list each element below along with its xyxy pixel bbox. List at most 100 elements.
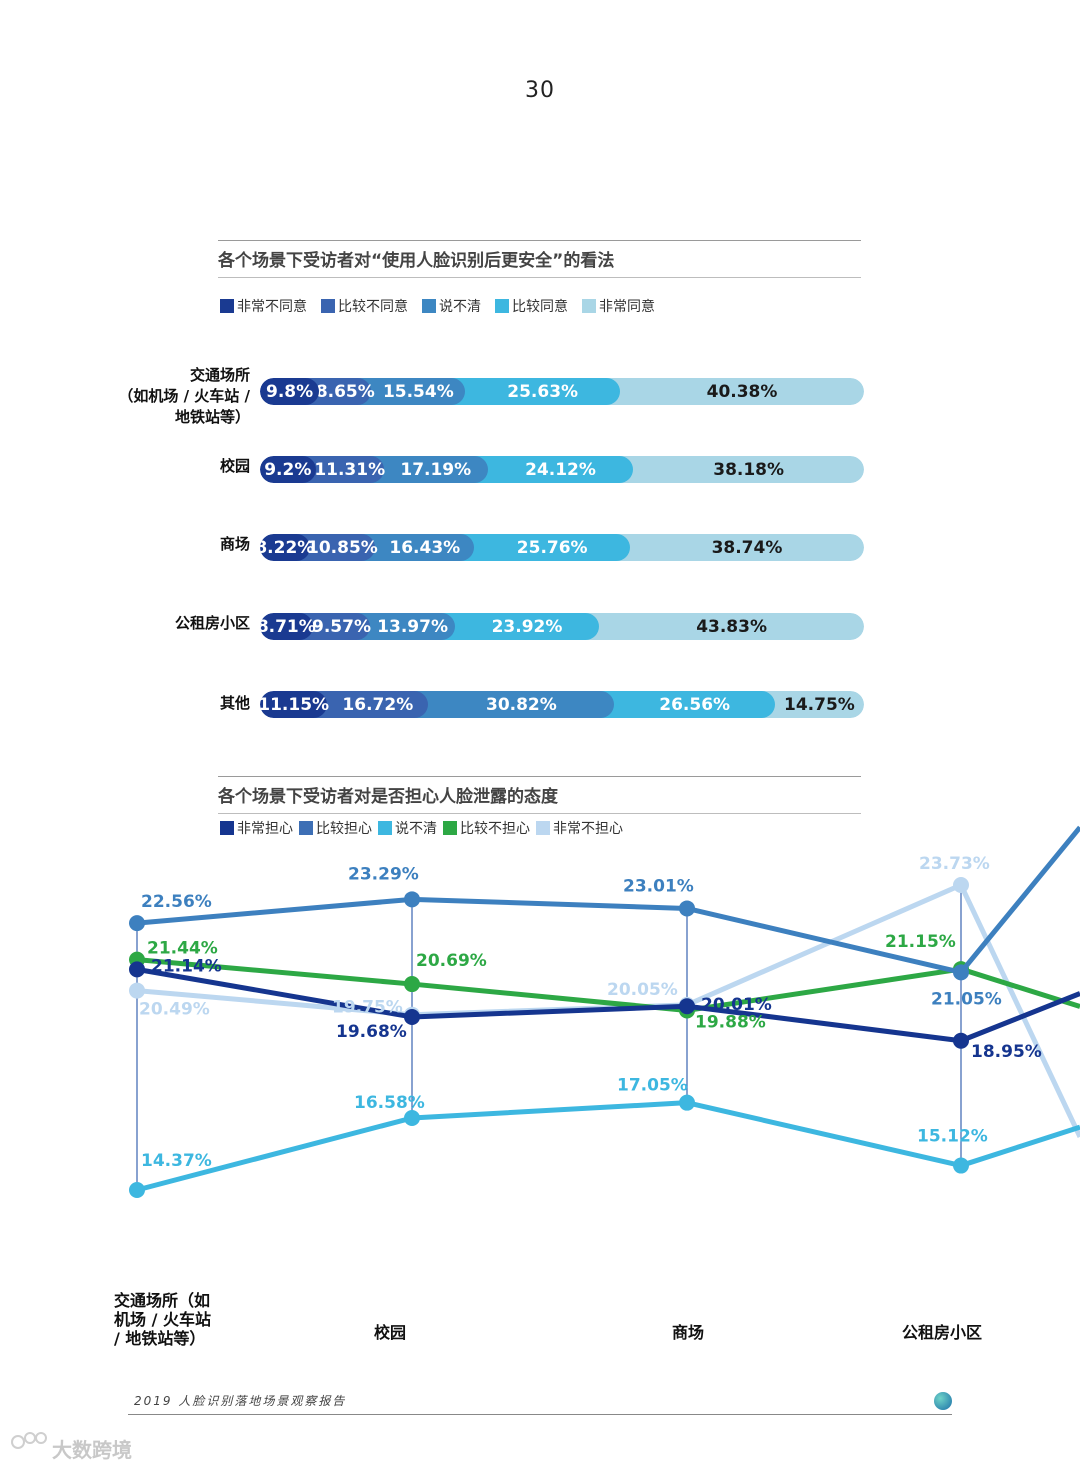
page-number: 30 [525,78,555,103]
data-point [953,877,969,893]
chart2-title: 各个场景下受访者对是否担心人脸泄露的态度 [218,776,861,814]
legend-label: 比较同意 [512,299,568,315]
bar-value-label: 13.97% [377,616,448,637]
bar-segment: 8.22% [260,534,314,561]
series-line [136,825,1080,975]
point-value-label: 19.68% [336,1022,407,1042]
point-value-label: 23.73% [919,854,990,874]
legend-label: 比较担心 [316,821,372,837]
legend-swatch [220,299,234,313]
data-point [953,1032,969,1049]
bar-segment: 9.8% [260,378,320,405]
legend-swatch [582,299,596,313]
legend-item: 说不清 [378,818,437,838]
legend-swatch [536,821,550,835]
series-line [136,882,1080,1138]
point-value-label: 18.95% [971,1042,1042,1062]
legend-label: 说不清 [439,299,481,315]
bar-segment: 13.97% [356,613,455,640]
data-point [404,1008,420,1025]
legend-swatch [495,299,509,313]
watermark-logo-icon [11,1432,47,1449]
bar-category-label: 商场 [219,535,250,553]
bar-value-label: 43.83% [696,616,767,637]
bar-segment: 24.12% [473,456,634,483]
bar-segment: 40.38% [606,378,864,405]
legend-label: 说不清 [395,821,437,837]
legend-item: 非常担心 [220,818,293,838]
point-value-label: 21.15% [885,932,956,952]
x-axis-category-label: 公租房小区 [902,1323,983,1342]
legend-item: 说不清 [422,296,481,316]
data-point [129,982,145,999]
bar-segment: 25.76% [460,534,630,561]
stacked-bar: 8.22% 10.85% 16.43% 25.76% 38.74% [260,534,864,561]
bar-value-label: 25.63% [507,381,579,402]
bar-value-label: 38.18% [713,459,785,480]
legend-label: 比较不同意 [338,299,408,315]
data-point [129,961,145,978]
point-value-label: 23.01% [623,876,694,896]
stacked-bar: 11.15% 16.72% 30.82% 26.56% 14.75% [260,691,864,718]
bar-category-label: 交通场所 （如机场 / 火车站 / 地铁站等） [118,366,250,426]
x-axis-category-label: 商场 [672,1323,705,1342]
point-value-label: 14.37% [141,1151,212,1171]
data-point [404,891,420,908]
bar-value-label: 38.74% [711,537,783,558]
bar-value-label: 26.56% [659,694,731,715]
series-line [136,1100,1080,1193]
bar-segment: 25.63% [451,378,621,405]
point-value-label: 22.56% [141,892,212,912]
bar-value-label: 9.2% [264,459,312,480]
chart1-legend: 非常不同意 比较不同意 说不清 比较同意 非常同意 [220,296,669,316]
data-point [679,900,695,917]
legend-item: 比较不担心 [443,818,530,838]
data-point [679,1094,695,1111]
point-value-label: 16.58% [354,1093,425,1113]
bar-category-label: 校园 [219,457,250,475]
legend-label: 非常同意 [599,299,655,315]
legend-item: 比较不同意 [321,296,408,316]
bar-value-label: 11.15% [260,694,330,715]
stacked-bar: 9.2% 11.31% 17.19% 24.12% 38.18% [260,456,864,483]
legend-item: 非常不担心 [536,818,623,838]
data-point [953,1157,969,1174]
data-point [129,915,145,932]
bar-segment: 10.85% [295,534,378,561]
bar-category-label: 其他 [219,694,250,712]
bar-value-label: 16.72% [342,694,414,715]
bar-segment: 30.82% [414,691,615,718]
bar-segment: 16.43% [361,534,475,561]
bar-segment: 17.19% [369,456,488,483]
point-value-label: 19.75% [332,998,403,1018]
bar-segment: 9.2% [260,456,316,483]
point-value-label: 19.88% [695,1012,766,1032]
data-point [953,961,969,978]
legend-swatch [321,299,335,313]
legend-item: 比较同意 [495,296,568,316]
stacked-bar: 8.71% 9.57% 13.97% 23.92% 43.83% [260,613,864,640]
bar-value-label: 9.8% [266,381,314,402]
data-point [404,1006,420,1023]
data-point [404,1109,420,1126]
point-value-label: 21.05% [931,989,1002,1009]
bar-segment: 26.56% [600,691,775,718]
footer-rule [128,1388,952,1415]
bar-value-label: 24.12% [525,459,596,480]
point-value-label: 20.49% [139,1000,210,1020]
footer-report-title: 2019 人脸识别落地场景观察报告 [134,1394,347,1408]
bar-segment: 15.54% [357,378,466,405]
series-line [136,966,1080,1044]
legend-swatch [299,821,313,835]
bar-value-label: 8.65% [315,381,375,402]
point-value-label: 17.05% [617,1076,688,1096]
bar-value-label: 40.38% [706,381,778,402]
point-value-label: 20.69% [416,951,487,971]
bar-value-label: 9.57% [312,616,371,637]
data-point [129,951,145,968]
bar-segment: 38.18% [619,456,864,483]
bar-segment: 38.74% [615,534,864,561]
legend-item: 比较担心 [299,818,372,838]
bar-value-label: 14.75% [784,694,855,715]
